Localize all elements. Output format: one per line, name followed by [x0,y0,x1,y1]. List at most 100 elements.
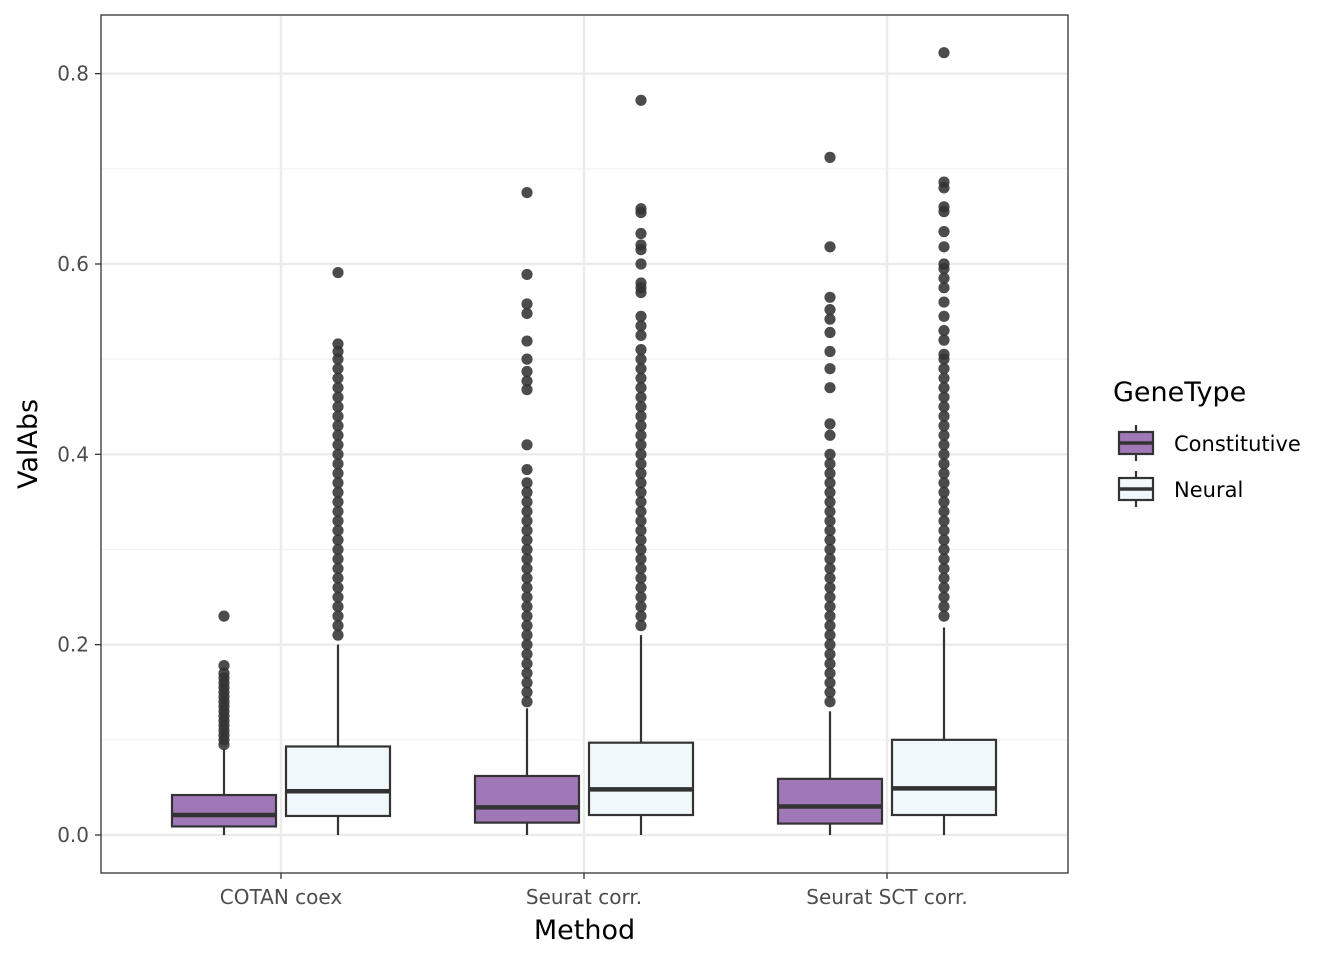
box-neural-3 [890,627,998,835]
outlier-point [635,258,647,270]
outlier-point [824,241,836,253]
outlier-point [521,543,533,556]
outlier-point [635,429,647,441]
outlier-point [521,505,533,518]
box-body [284,745,392,818]
outlier-point [332,562,344,575]
outlier-point [521,639,533,651]
legend-item-neural: Neural [1117,471,1243,507]
outlier-point [938,263,950,275]
box-constitutive-2 [473,708,581,835]
box-body [473,774,581,824]
outlier-point [635,581,647,594]
outlier-point [635,505,647,518]
outlier-point [521,463,533,476]
outlier-point [635,206,647,219]
outlier-point [824,600,836,613]
outlier-point [332,391,344,403]
outlier-point [938,410,950,422]
legend: GeneType Constitutive Neural [1113,377,1301,507]
outlier-point [938,524,950,537]
outlier-point [635,600,647,613]
box-body [587,741,695,817]
outlier-point [824,467,836,479]
outlier-point [938,226,950,238]
outlier-point [824,629,836,641]
outlier-point [824,448,836,460]
outlier-point [521,553,533,565]
outlier-point [938,282,950,294]
y-tick-label: 0.4 [57,442,89,466]
outlier-point [938,420,950,432]
outlier-point [938,543,950,556]
outlier-point [824,486,836,498]
outlier-point [521,187,533,199]
outlier-point [824,418,836,430]
outlier-point [635,515,647,527]
outlier-point [332,581,344,594]
box-neural-1 [284,644,392,835]
outlier-point [521,515,533,527]
outlier-point [635,448,647,460]
outlier-point [635,543,647,556]
box-body [170,793,278,828]
outlier-point [824,648,836,660]
outlier-point [938,477,950,489]
outlier-point [824,151,836,163]
outlier-point [635,467,647,479]
outlier-point [332,524,344,537]
outlier-point [635,420,647,432]
outlier-point [521,496,533,508]
box-neural-2 [587,635,695,835]
x-tick-label: Seurat corr. [526,885,642,909]
outlier-point [824,581,836,594]
outlier-point [332,477,344,489]
boxes-layer [170,627,998,835]
outlier-point [521,477,533,489]
outlier-point [824,610,836,622]
outlier-point [635,391,647,403]
outlier-point [521,365,533,378]
outlier-point [635,496,647,508]
outlier-point [332,420,344,432]
outlier-point [824,620,836,632]
outlier-point [938,448,950,460]
outlier-point [635,286,647,299]
outlier-point [218,738,230,751]
outlier-point [635,353,647,365]
outlier-point [635,310,647,322]
legend-title: GeneType [1113,377,1246,408]
outlier-point [824,562,836,575]
outlier-point [332,439,344,451]
x-axis: COTAN coex Seurat corr. Seurat SCT corr. [220,873,968,909]
outlier-point [635,344,647,356]
outlier-point [332,610,344,622]
outlier-point [635,486,647,498]
outlier-point [824,543,836,556]
x-tick-label: COTAN coex [220,885,343,909]
legend-label: Neural [1174,478,1243,502]
outlier-point [824,591,836,603]
outlier-point [938,581,950,594]
outlier-point [938,600,950,613]
outlier-point [635,477,647,489]
outlier-point [521,610,533,622]
outlier-point [332,553,344,565]
outlier-point [635,553,647,565]
outlier-point [635,534,647,546]
outlier-point [938,47,950,59]
outlier-point [824,363,836,375]
outlier-point [824,686,836,698]
x-axis-title: Method [534,915,635,946]
box-body [776,777,884,825]
outlier-point [635,244,647,256]
outlier-point [938,467,950,479]
outlier-point [635,591,647,603]
outlier-point [332,505,344,518]
outlier-point [938,429,950,441]
outlier-point [521,486,533,498]
box-constitutive-3 [776,711,884,835]
outlier-point [824,382,836,394]
box-constitutive-1 [170,749,278,835]
